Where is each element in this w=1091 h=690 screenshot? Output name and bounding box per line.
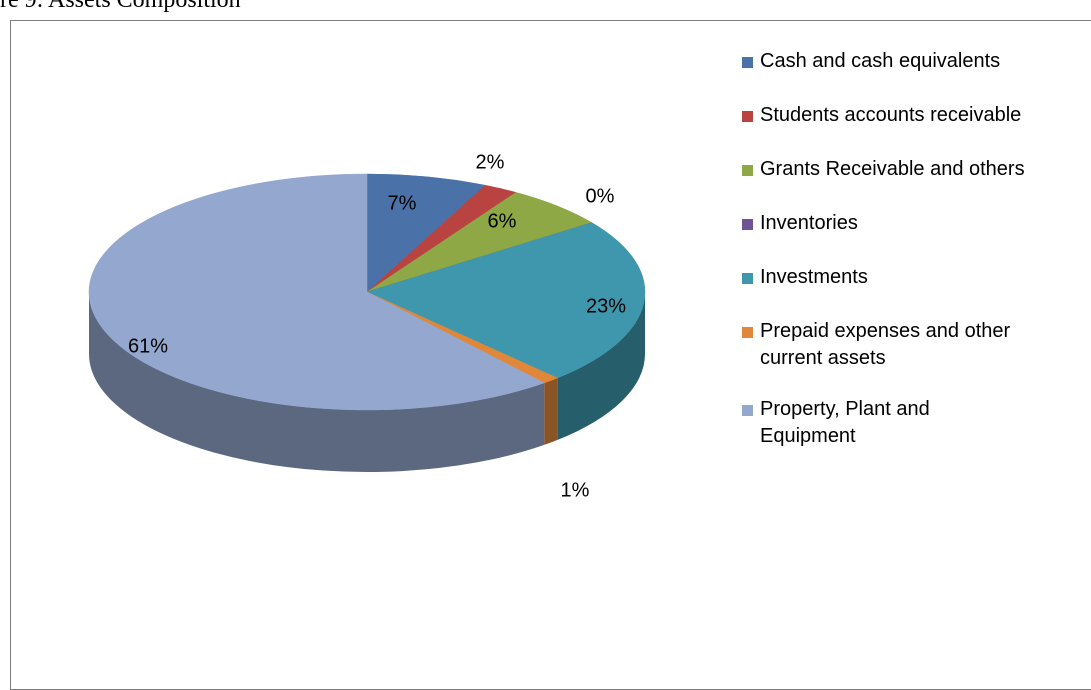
- slice-side: [557, 292, 645, 441]
- legend-label: Investments: [760, 266, 868, 288]
- data-label: 6%: [488, 210, 517, 232]
- data-label: 7%: [388, 192, 417, 214]
- slice: [366, 222, 646, 379]
- data-label: 1%: [561, 479, 590, 501]
- data-label: 2%: [476, 151, 505, 173]
- legend-swatch: [742, 57, 753, 68]
- legend-swatch: [742, 327, 753, 338]
- slice-side: [544, 378, 558, 445]
- legend-label: Property, Plant and Equipment: [760, 398, 930, 447]
- legend-label: Cash and cash equivalents: [760, 50, 1001, 72]
- legend-label: Prepaid expenses and other current asset…: [760, 320, 1011, 369]
- legend-swatch: [742, 111, 753, 122]
- chart-title: re 9: Assets Composition: [0, 0, 241, 13]
- legend-swatch: [742, 273, 753, 284]
- data-label: 61%: [128, 335, 168, 357]
- legend-label: Inventories: [760, 212, 858, 234]
- legend-label: Students accounts receivable: [760, 104, 1022, 126]
- data-label: 23%: [586, 295, 626, 317]
- data-label: 0%: [586, 185, 615, 207]
- slice: [366, 173, 486, 293]
- slice: [88, 173, 545, 411]
- legend-label: Grants Receivable and others: [760, 158, 1025, 180]
- legend-swatch: [742, 219, 753, 230]
- slice-side: [89, 292, 545, 472]
- legend-swatch: [742, 405, 753, 416]
- legend-swatch: [742, 165, 753, 176]
